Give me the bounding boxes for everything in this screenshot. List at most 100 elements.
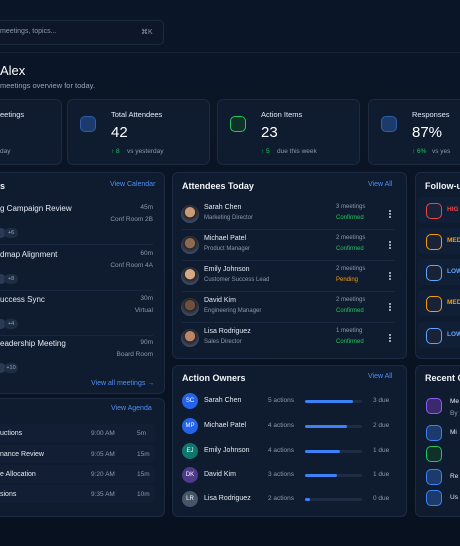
action-owners-panel	[172, 365, 407, 517]
owner-name: Michael Patel	[204, 422, 247, 429]
attendee-meetings: 2 meetings	[336, 297, 366, 303]
agenda-title: nance Review	[0, 451, 44, 458]
panel-link[interactable]: View All	[368, 181, 393, 188]
kebab-menu[interactable]	[389, 210, 393, 218]
search-box[interactable]	[0, 20, 164, 45]
kebab-menu[interactable]	[389, 272, 393, 280]
agenda-duration: 15m	[137, 451, 150, 458]
panel-title: Recent C	[425, 373, 460, 383]
attendee-status: Confirmed	[336, 215, 364, 221]
owner-due: 1 due	[373, 447, 390, 454]
agenda-title: sions	[0, 491, 17, 498]
stat-note: vs yesterday	[127, 148, 164, 155]
avatar-stack	[0, 319, 6, 329]
owner-due: 0 due	[373, 495, 390, 502]
owner-actions: 2 actions	[268, 495, 295, 502]
activity-text: Mi	[450, 429, 457, 436]
panel-title: Attendees Today	[182, 181, 254, 191]
owner-initials: MP	[182, 418, 198, 434]
activity-text: Me	[450, 398, 460, 405]
stat-card	[368, 99, 460, 165]
attendee-status: Pending	[336, 277, 359, 283]
stat-icon	[381, 116, 397, 132]
progress-bar	[305, 474, 337, 477]
panel-link[interactable]: View Agenda	[111, 405, 152, 412]
attendee-meetings: 1 meeting	[336, 328, 363, 334]
stat-note: due this week	[277, 148, 317, 155]
activity-icon	[426, 469, 442, 485]
avatar-extra: +6	[4, 228, 18, 238]
owner-name: Emily Johnson	[204, 447, 250, 454]
priority-icon	[426, 234, 442, 250]
attendee-name: Emily Johnson	[204, 266, 250, 273]
greeting-title: Alex	[0, 63, 26, 78]
divider	[0, 52, 460, 53]
row-divider	[0, 335, 153, 336]
owner-due: 3 due	[373, 397, 390, 404]
activity-text: Us	[450, 494, 458, 501]
agenda-duration: 15m	[137, 471, 150, 478]
attendee-role: Engineering Manager	[204, 308, 262, 314]
kebab-menu[interactable]	[389, 241, 393, 249]
meeting-title: eadership Meeting	[0, 339, 66, 348]
owner-name: David Kim	[204, 471, 236, 478]
attendee-meetings: 2 meetings	[336, 266, 366, 272]
stat-label: eetings	[0, 110, 25, 119]
priority-icon	[426, 296, 442, 312]
progress-bar	[305, 498, 310, 501]
owner-actions: 5 actions	[268, 397, 295, 404]
owner-actions: 4 actions	[268, 447, 295, 454]
avatar	[181, 329, 199, 347]
stat-value: 23	[261, 124, 278, 141]
activity-text: By	[450, 410, 458, 417]
stat-label: Responses	[412, 110, 450, 119]
agenda-title: e Allocation	[0, 471, 36, 478]
avatar	[181, 236, 199, 254]
stat-delta: ↑ 5	[261, 148, 270, 155]
row-divider	[182, 260, 395, 261]
stat-delta: ↑ 6%	[412, 148, 427, 155]
agenda-time: 9:35 AM	[91, 491, 115, 498]
stat-label: Total Attendees	[111, 110, 163, 119]
attendee-meetings: 2 meetings	[336, 235, 366, 241]
attendee-role: Product Manager	[204, 246, 251, 252]
meeting-title: dmap Alignment	[0, 250, 58, 259]
attendee-status: Confirmed	[336, 246, 364, 252]
agenda-row	[0, 465, 155, 483]
kebab-menu[interactable]	[389, 303, 393, 311]
priority-icon	[426, 265, 442, 281]
owner-initials: LR	[182, 491, 198, 507]
panel-footer[interactable]: View all meetings →	[91, 380, 155, 387]
avatar	[181, 205, 199, 223]
greeting-subtitle: meetings overview for today.	[0, 81, 95, 90]
panel-link[interactable]: View All	[368, 373, 393, 380]
row-divider	[182, 322, 395, 323]
stat-delta: ↑ 8	[111, 148, 120, 155]
panel-link[interactable]: View Calendar	[110, 181, 156, 188]
meeting-location: Virtual	[134, 307, 153, 314]
progress-bar	[305, 450, 341, 453]
meeting-duration: 60m	[140, 250, 153, 257]
owner-name: Lisa Rodriguez	[204, 495, 251, 502]
meeting-duration: 90m	[140, 339, 153, 346]
avatar-extra: +4	[4, 319, 18, 329]
avatar	[181, 267, 199, 285]
stat-value: 87%	[412, 124, 443, 141]
meetings-panel	[0, 172, 165, 394]
agenda-row	[0, 485, 155, 503]
search-shortcut: ⌘K	[141, 29, 153, 36]
activity-icon	[426, 490, 442, 506]
kebab-menu[interactable]	[389, 334, 393, 342]
priority-label: MED	[447, 299, 460, 306]
meeting-location: Conf Room 4A	[110, 262, 153, 269]
meeting-title: g Campaign Review	[0, 204, 72, 213]
owner-due: 2 due	[373, 422, 390, 429]
owner-initials: EJ	[182, 443, 198, 459]
attendee-status: Confirmed	[336, 339, 364, 345]
owner-name: Sarah Chen	[204, 397, 242, 404]
attendee-meetings: 3 meetings	[336, 204, 366, 210]
activity-icon	[426, 446, 442, 462]
stat-value: 42	[111, 124, 128, 141]
agenda-time: 9:00 AM	[91, 430, 115, 437]
panel-title: Follow-u	[425, 181, 460, 191]
